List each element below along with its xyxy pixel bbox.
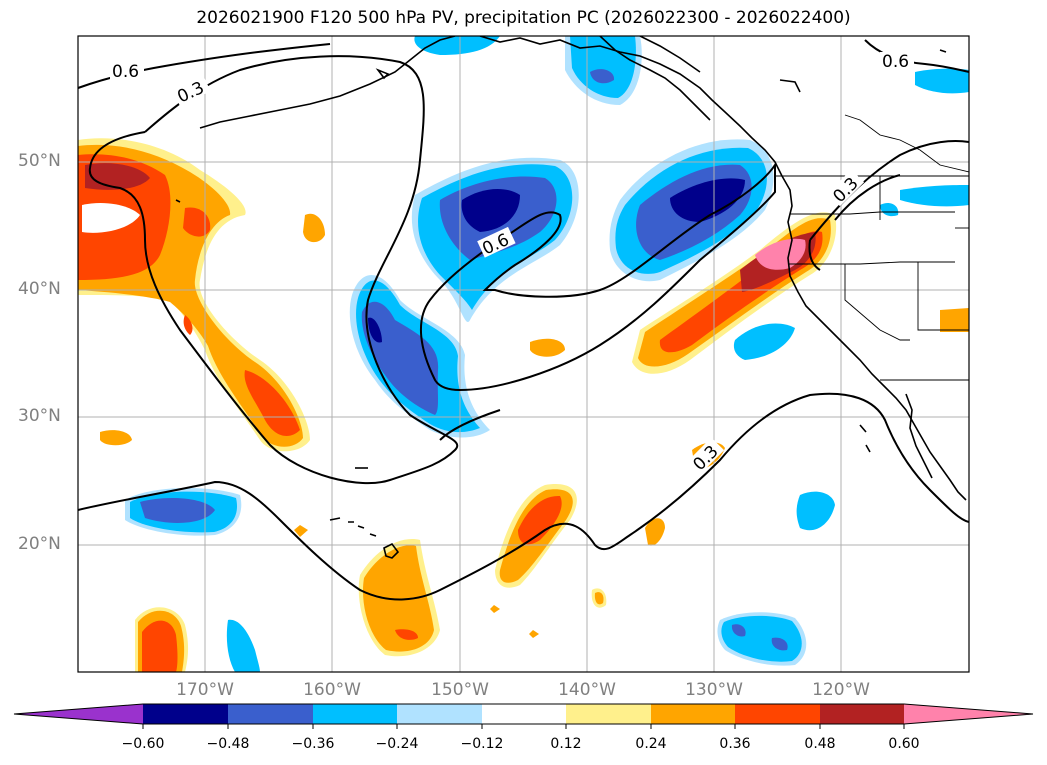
colorbar-segment bbox=[397, 704, 482, 724]
map-frame bbox=[77, 35, 970, 673]
colorbar-tick-label: 0.60 bbox=[888, 736, 920, 752]
lon-label: 150°W bbox=[431, 680, 489, 700]
contour-label: 0.6 bbox=[882, 52, 909, 72]
lon-label: 140°W bbox=[558, 680, 616, 700]
colorbar-tick-label: −0.24 bbox=[375, 736, 419, 752]
colorbar-tick-label: 0.36 bbox=[719, 736, 751, 752]
colorbar-extend-low bbox=[14, 704, 143, 724]
colorbar-tick-label: −0.36 bbox=[291, 736, 335, 752]
lon-label: 170°W bbox=[176, 680, 234, 700]
lon-label: 160°W bbox=[303, 680, 361, 700]
lat-label: 30°N bbox=[18, 406, 61, 426]
lat-label: 50°N bbox=[18, 151, 61, 171]
colorbar-tick-label: 0.48 bbox=[804, 736, 836, 752]
colorbar-segment bbox=[735, 704, 820, 724]
plot-title: 2026021900 F120 500 hPa PV, precipitatio… bbox=[196, 8, 851, 28]
lon-label: 130°W bbox=[685, 680, 743, 700]
colorbar-tick-label: 0.24 bbox=[635, 736, 667, 752]
colorbar-extend-high bbox=[904, 704, 1033, 724]
colorbar bbox=[13, 703, 1034, 729]
colorbar-segment bbox=[820, 704, 904, 724]
colorbar-tick-label: −0.48 bbox=[206, 736, 250, 752]
colorbar-segment bbox=[482, 704, 566, 724]
colorbar-segment bbox=[313, 704, 397, 724]
colorbar-tick-label: −0.12 bbox=[460, 736, 504, 752]
contour-labels: 0.6 0.3 0.6 0.3 0.6 0.3 bbox=[110, 52, 914, 475]
lon-label: 120°W bbox=[812, 680, 870, 700]
lat-label: 20°N bbox=[18, 534, 61, 554]
precip-shading bbox=[78, 36, 969, 672]
contour-label: 0.6 bbox=[112, 62, 139, 82]
colorbar-segment bbox=[143, 704, 228, 724]
colorbar-segment bbox=[228, 704, 313, 724]
pv-contours bbox=[78, 39, 969, 601]
lat-label: 40°N bbox=[18, 279, 61, 299]
colorbar-segment bbox=[566, 704, 651, 724]
colorbar-tick-label: 0.12 bbox=[550, 736, 582, 752]
colorbar-tick-label: −0.60 bbox=[121, 736, 165, 752]
colorbar-segment bbox=[651, 704, 735, 724]
